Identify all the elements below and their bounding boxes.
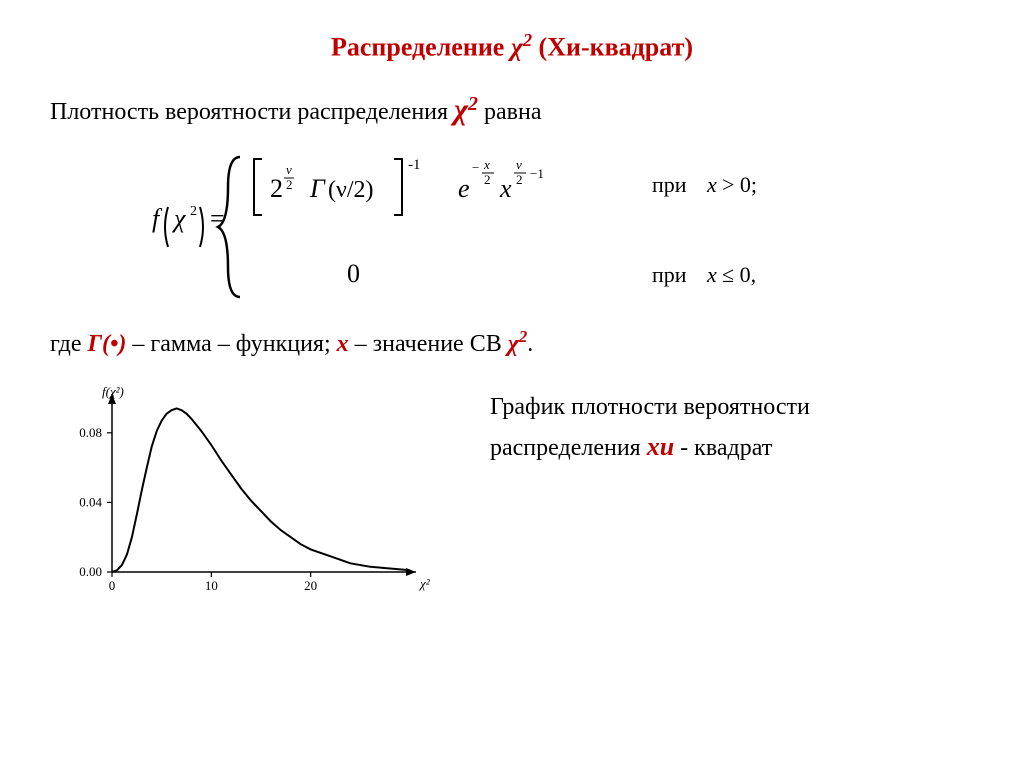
title-prefix: Распределение — [331, 33, 511, 62]
svg-text:20: 20 — [304, 578, 317, 593]
gamma-chi-sup: 2 — [519, 327, 527, 346]
svg-text:2: 2 — [516, 172, 523, 187]
intro-prefix: Плотность вероятности распределения — [50, 99, 454, 125]
svg-text:e: e — [458, 174, 470, 203]
svg-text:(ν/2): (ν/2) — [328, 177, 374, 203]
x-symbol: x — [337, 331, 349, 357]
svg-text:> 0;: > 0; — [722, 172, 757, 197]
caption-line2-post: - квадрат — [674, 435, 772, 461]
svg-text:ν: ν — [286, 162, 292, 177]
svg-text:x: x — [483, 157, 490, 172]
svg-text:2: 2 — [484, 172, 491, 187]
svg-text:при: при — [652, 172, 687, 197]
svg-text:f: f — [152, 204, 163, 233]
svg-text:0.00: 0.00 — [79, 564, 102, 579]
gamma-chi: χ — [508, 331, 519, 357]
svg-text:10: 10 — [205, 578, 218, 593]
density-formula: fχ2=2ν2Γ(ν/2)-1e−x2xν2−10приx > 0;приx ≤… — [50, 137, 974, 307]
svg-text:2: 2 — [270, 174, 283, 203]
x-desc: – значение СВ — [355, 331, 508, 357]
svg-text:−: − — [472, 160, 479, 175]
svg-text:Γ: Γ — [309, 174, 326, 203]
gamma-tail: . — [527, 331, 533, 357]
formula-svg: fχ2=2ν2Γ(ν/2)-1e−x2xν2−10приx > 0;приx ≤… — [132, 137, 892, 307]
svg-text:0: 0 — [347, 259, 360, 288]
svg-text:x: x — [706, 172, 717, 197]
svg-text:x: x — [706, 262, 717, 287]
title-chi: χ — [511, 33, 523, 62]
intro-chi: χ — [454, 93, 468, 126]
chart-row: 0.00 0.04 0.08 0 10 20 f(χ²) χ² График плотност… — [50, 378, 974, 608]
chart-caption: График плотности вероятности распределен… — [490, 378, 810, 468]
gamma-desc: – гамма – функция; — [132, 331, 336, 357]
svg-text:-1: -1 — [408, 157, 421, 173]
intro-line: Плотность вероятности распределения χ2 р… — [50, 93, 974, 127]
caption-line-1: График плотности вероятности — [490, 388, 810, 426]
svg-text:χ: χ — [171, 204, 186, 233]
intro-chi-sup: 2 — [468, 93, 478, 115]
intro-suffix: равна — [484, 99, 541, 125]
svg-text:0.08: 0.08 — [79, 424, 102, 439]
title-chi-sup: 2 — [523, 30, 532, 50]
chi-square-pdf-chart: 0.00 0.04 0.08 0 10 20 f(χ²) χ² — [50, 378, 450, 608]
svg-text:x: x — [499, 174, 512, 203]
caption-line-2: распределения хи - квадрат — [490, 426, 810, 468]
svg-text:при: при — [652, 262, 687, 287]
svg-text:=: = — [210, 204, 225, 233]
svg-text:f(χ²): f(χ²) — [102, 384, 124, 399]
svg-text:0.04: 0.04 — [79, 494, 102, 509]
caption-line2-pre: распределения — [490, 435, 647, 461]
page-title: Распределение χ2 (Хи-квадрат) — [50, 30, 974, 63]
svg-text:2: 2 — [286, 177, 293, 192]
svg-text:2: 2 — [190, 204, 197, 219]
svg-text:ν: ν — [516, 157, 522, 172]
svg-text:−1: −1 — [530, 166, 544, 181]
gamma-where: где — [50, 331, 88, 357]
gamma-explanation: где Γ(•) – гамма – функция; x – значение… — [50, 327, 974, 358]
caption-line2-hi: хи — [647, 432, 674, 461]
gamma-symbol: Γ(•) — [88, 331, 127, 357]
svg-text:χ²: χ² — [418, 576, 431, 591]
svg-text:≤ 0,: ≤ 0, — [722, 262, 756, 287]
svg-text:0: 0 — [109, 578, 116, 593]
title-suffix: (Хи-квадрат) — [532, 33, 693, 62]
